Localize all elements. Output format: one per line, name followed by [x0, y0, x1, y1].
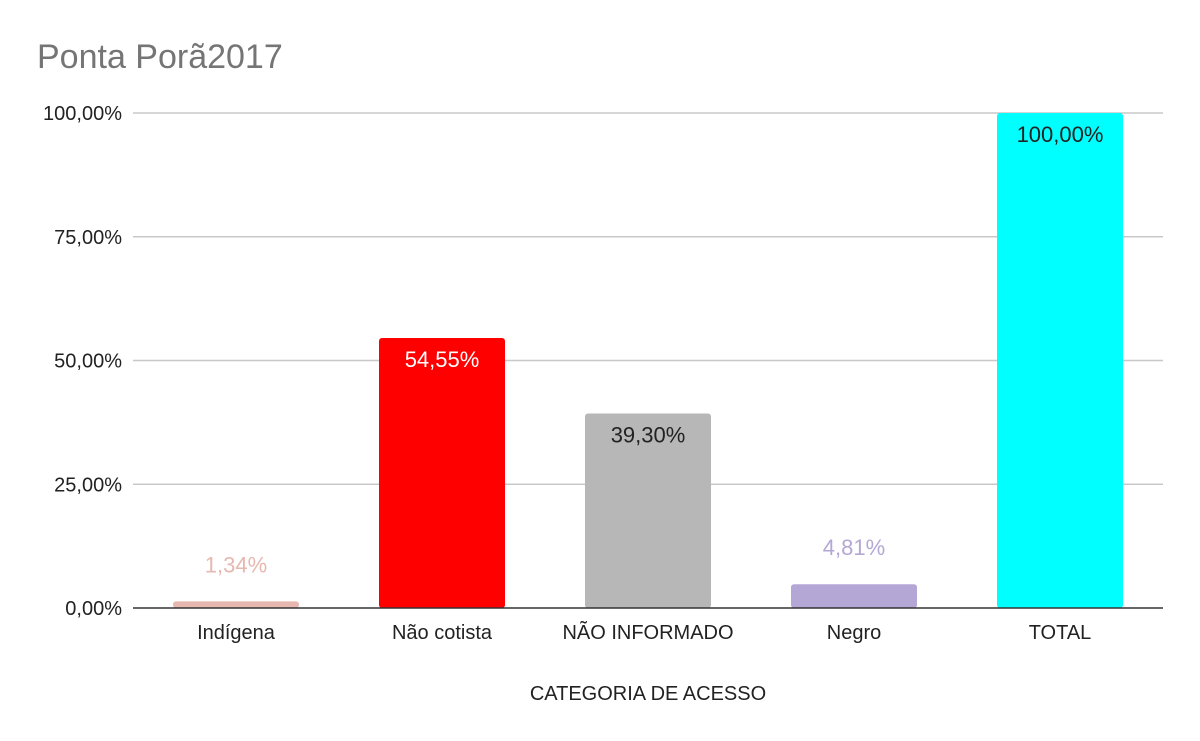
- y-tick-label: 100,00%: [43, 103, 122, 125]
- y-tick-label: 75,00%: [54, 227, 122, 249]
- x-tick-label: Não cotista: [392, 622, 493, 644]
- x-tick-label: Indígena: [197, 622, 276, 644]
- bars: [173, 113, 1123, 608]
- y-axis-ticks: 0,00% 25,00% 50,00% 75,00% 100,00%: [43, 103, 122, 620]
- x-tick-label: TOTAL: [1029, 622, 1092, 644]
- y-tick-label: 0,00%: [65, 598, 122, 620]
- x-tick-label: NÃO INFORMADO: [562, 620, 733, 644]
- data-label: 4,81%: [823, 535, 885, 560]
- data-label: 54,55%: [405, 347, 480, 372]
- bar: [379, 337, 505, 608]
- y-tick-label: 25,00%: [54, 474, 122, 496]
- x-tick-label: Negro: [827, 622, 881, 644]
- data-labels: 1,34% 54,55% 39,30% 4,81% 100,00%: [205, 122, 1104, 577]
- bar: [585, 413, 711, 608]
- data-label: 100,00%: [1017, 122, 1104, 147]
- x-axis-title: CATEGORIA DE ACESSO: [530, 683, 766, 705]
- bar: [791, 584, 917, 608]
- y-tick-label: 50,00%: [54, 351, 122, 373]
- data-label: 39,30%: [611, 422, 686, 447]
- data-label: 1,34%: [205, 552, 267, 577]
- bar: [997, 113, 1123, 608]
- chart-title: Ponta Porã2017: [37, 38, 283, 76]
- x-axis-categories: Indígena Não cotista NÃO INFORMADO Negro TOT…: [197, 620, 1091, 644]
- bar: [173, 601, 299, 608]
